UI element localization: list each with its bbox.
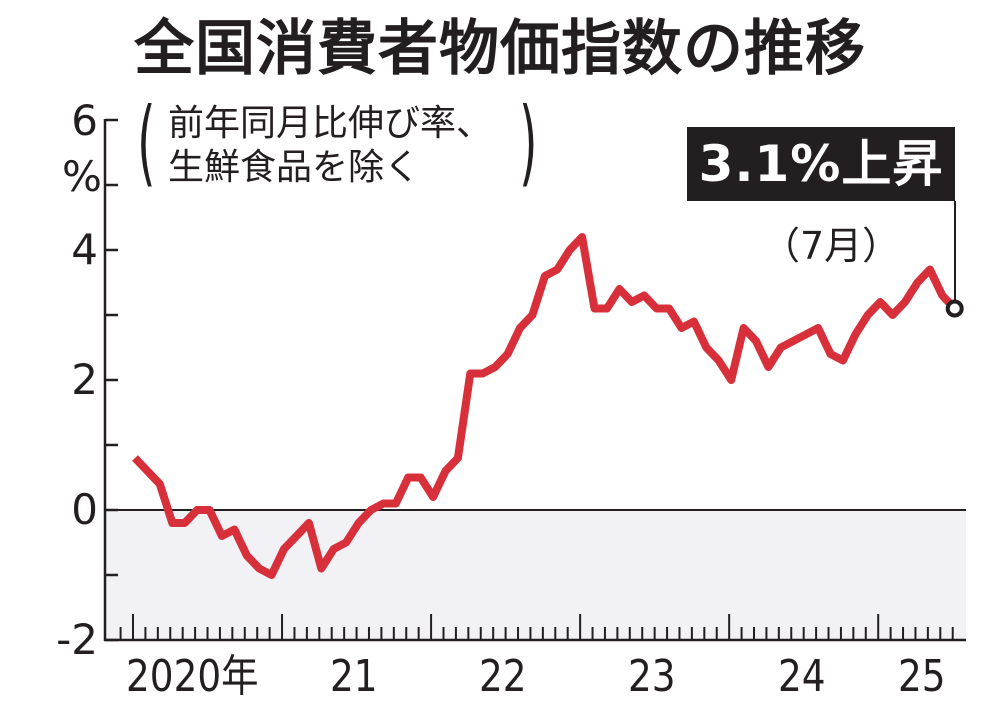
x-label-2024: 24 (778, 651, 826, 702)
chart-title: 全国消費者物価指数の推移 (134, 14, 866, 84)
chart-subtitle: 前年同月比伸び率、 生鮮食品を除く (168, 102, 492, 190)
x-label-2020: 2020年 (126, 651, 259, 702)
subtitle-close-paren: ) (519, 88, 538, 197)
y-tick-label-6: 6 (71, 96, 98, 145)
latest-value-callout: 3.1%上昇 (687, 127, 955, 201)
y-tick-label-4: 4 (71, 225, 98, 274)
x-axis-ticks (119, 614, 954, 640)
latest-point-marker (945, 299, 964, 318)
cpi-line (132, 233, 958, 579)
subtitle-line-2: 生鮮食品を除く (168, 147, 421, 188)
y-axis-unit: % (62, 152, 102, 201)
x-label-2023: 23 (628, 651, 676, 702)
y-tick-label-2: 2 (71, 355, 98, 404)
subtitle-line-1: 前年同月比伸び率、 (168, 103, 493, 144)
y-tick-label-0: 0 (71, 485, 98, 534)
subtitle-open-paren: ( (137, 88, 156, 197)
y-axis-ticks (105, 118, 118, 642)
latest-month-label: （7月） (762, 224, 901, 268)
x-label-2022: 22 (479, 651, 527, 702)
x-label-2021: 21 (330, 651, 378, 702)
y-tick-label-neg2: -2 (56, 615, 98, 664)
x-label-2025: 25 (898, 651, 946, 702)
negative-band (105, 510, 966, 640)
